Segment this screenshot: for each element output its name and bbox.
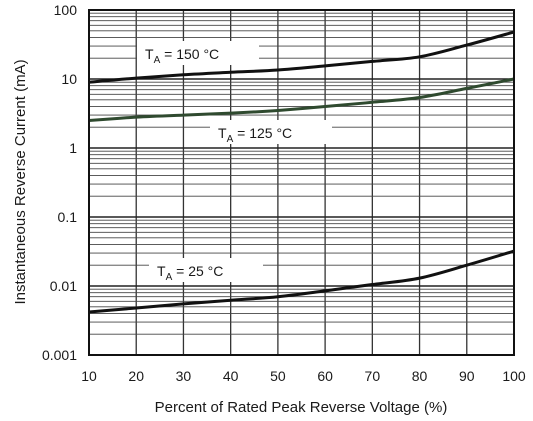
y-axis-title: Instantaneous Reverse Current (mA)	[12, 59, 29, 304]
x-tick-label: 100	[502, 368, 526, 384]
series-label-background	[149, 258, 263, 282]
y-tick-label: 100	[54, 2, 78, 18]
series-line-0	[88, 30, 515, 84]
x-tick-label: 30	[176, 368, 192, 384]
series-line-1	[88, 77, 515, 122]
y-tick-label: 1	[69, 140, 77, 156]
series-label-2: TA = 25 °C	[157, 263, 223, 283]
tick-labels: 10 20 30 40 50 60 70 80 90 100 0.001 0.01 0.1 1 10 100	[42, 2, 526, 384]
x-tick-label: 40	[223, 368, 239, 384]
x-tick-label: 70	[365, 368, 381, 384]
series-label-background	[137, 41, 259, 65]
x-tick-label: 20	[128, 368, 144, 384]
x-tick-label: 60	[317, 368, 333, 384]
y-tick-label: 10	[61, 71, 77, 87]
series-line-2	[88, 249, 515, 314]
series-lines	[88, 30, 515, 314]
series-label-background	[210, 120, 332, 144]
y-tick-label: 0.01	[50, 278, 77, 294]
plot-frame	[88, 9, 515, 356]
series-labels: TA = 150 °C TA = 125 °C TA = 25 °C	[137, 41, 332, 283]
y-tick-label: 0.1	[58, 209, 78, 225]
x-tick-label: 80	[412, 368, 428, 384]
y-tick-label: 0.001	[42, 347, 77, 363]
x-tick-label: 10	[81, 368, 97, 384]
x-tick-label: 50	[270, 368, 286, 384]
x-tick-label: 90	[459, 368, 475, 384]
series-label-1: TA = 125 °C	[218, 125, 292, 145]
series-label-0: TA = 150 °C	[145, 46, 219, 66]
x-axis-title: Percent of Rated Peak Reverse Voltage (%…	[155, 399, 448, 416]
